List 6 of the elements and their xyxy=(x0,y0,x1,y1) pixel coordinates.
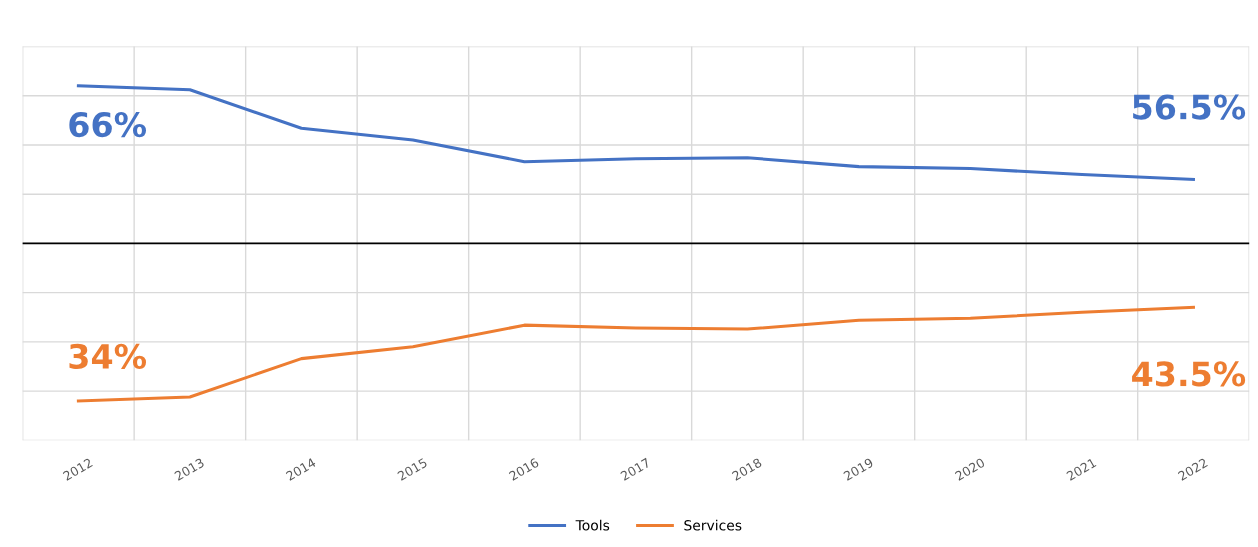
data-label: 43.5% xyxy=(1132,361,1246,387)
data-label: 66% xyxy=(69,112,147,138)
data-label: 34% xyxy=(69,343,147,369)
legend-label: Services xyxy=(684,519,742,531)
data-label: 56.5% xyxy=(1133,94,1246,120)
legend-label: Tools xyxy=(575,519,610,531)
